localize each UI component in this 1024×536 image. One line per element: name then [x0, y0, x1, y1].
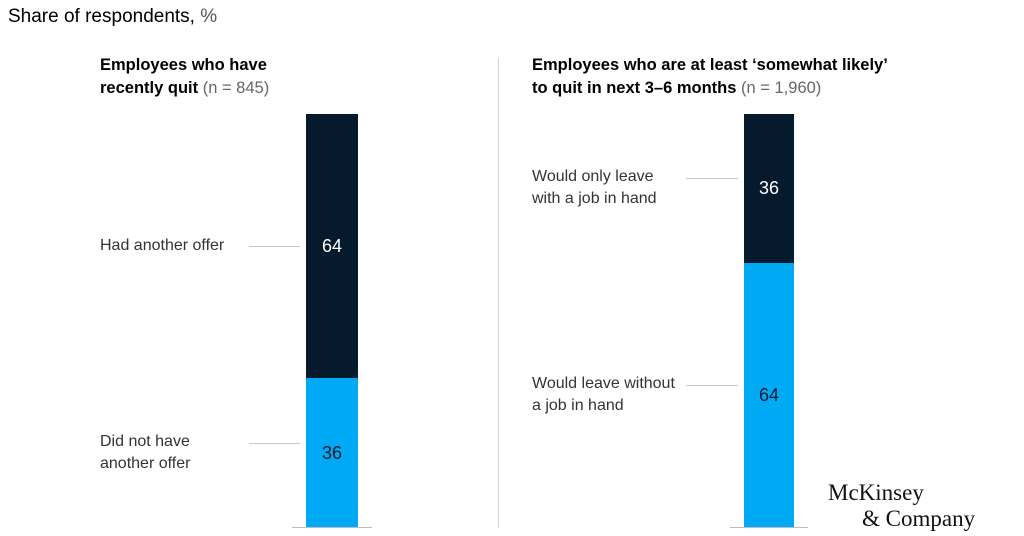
panel-title-line1: Employees who have — [100, 56, 267, 74]
bar-segment: 36 — [306, 378, 358, 527]
bar-segment: 64 — [306, 114, 358, 379]
figure-title-text: Share of respondents, — [8, 6, 195, 27]
figure-title: Share of respondents, % — [8, 6, 217, 28]
label-leader-line — [686, 178, 738, 180]
bar-baseline — [292, 527, 372, 528]
segment-label-line1: Would only leave — [532, 168, 654, 186]
panel-title-likely-to-quit: Employees who are at least ‘somewhat lik… — [532, 54, 888, 100]
label-leader-line — [249, 246, 300, 248]
segment-label-line2: a job in hand — [532, 396, 624, 414]
panel-divider — [498, 58, 499, 528]
label-leader-line — [686, 384, 738, 386]
bar-segment: 64 — [744, 262, 794, 527]
bar-segment: 36 — [744, 114, 794, 263]
segment-label: Would leave without a job in hand — [532, 373, 675, 417]
segment-label-line1: Had another offer — [100, 237, 225, 255]
label-leader-line — [249, 442, 300, 444]
logo-line2: & Company — [862, 506, 976, 531]
mckinsey-logo: McKinsey & Company — [828, 480, 975, 532]
data-label: 64 — [758, 384, 780, 405]
segment-label-line2: another offer — [100, 454, 191, 472]
sample-size-note: (n = 1,960) — [741, 79, 822, 97]
segment-label: Did not have another offer — [100, 431, 190, 475]
sample-size-note: (n = 845) — [202, 79, 270, 97]
panel-title-recently-quit: Employees who have recently quit (n = 84… — [100, 54, 269, 100]
panel-title-line2: to quit in next 3–6 months — [532, 79, 737, 97]
figure-title-unit: % — [200, 6, 218, 27]
segment-label-line1: Would leave without — [532, 374, 675, 392]
segment-label-line2: with a job in hand — [532, 190, 657, 208]
segment-label-line1: Did not have — [100, 432, 190, 450]
data-label: 36 — [758, 178, 780, 199]
segment-label: Would only leave with a job in hand — [532, 166, 657, 210]
data-label: 64 — [321, 236, 343, 257]
logo-line1: McKinsey — [828, 480, 924, 505]
segment-label: Had another offer — [100, 235, 224, 257]
panel-title-line2: recently quit — [100, 79, 199, 97]
panel-title-line1: Employees who are at least ‘somewhat lik… — [532, 56, 888, 74]
bar-baseline — [730, 527, 808, 528]
data-label: 36 — [321, 442, 343, 463]
